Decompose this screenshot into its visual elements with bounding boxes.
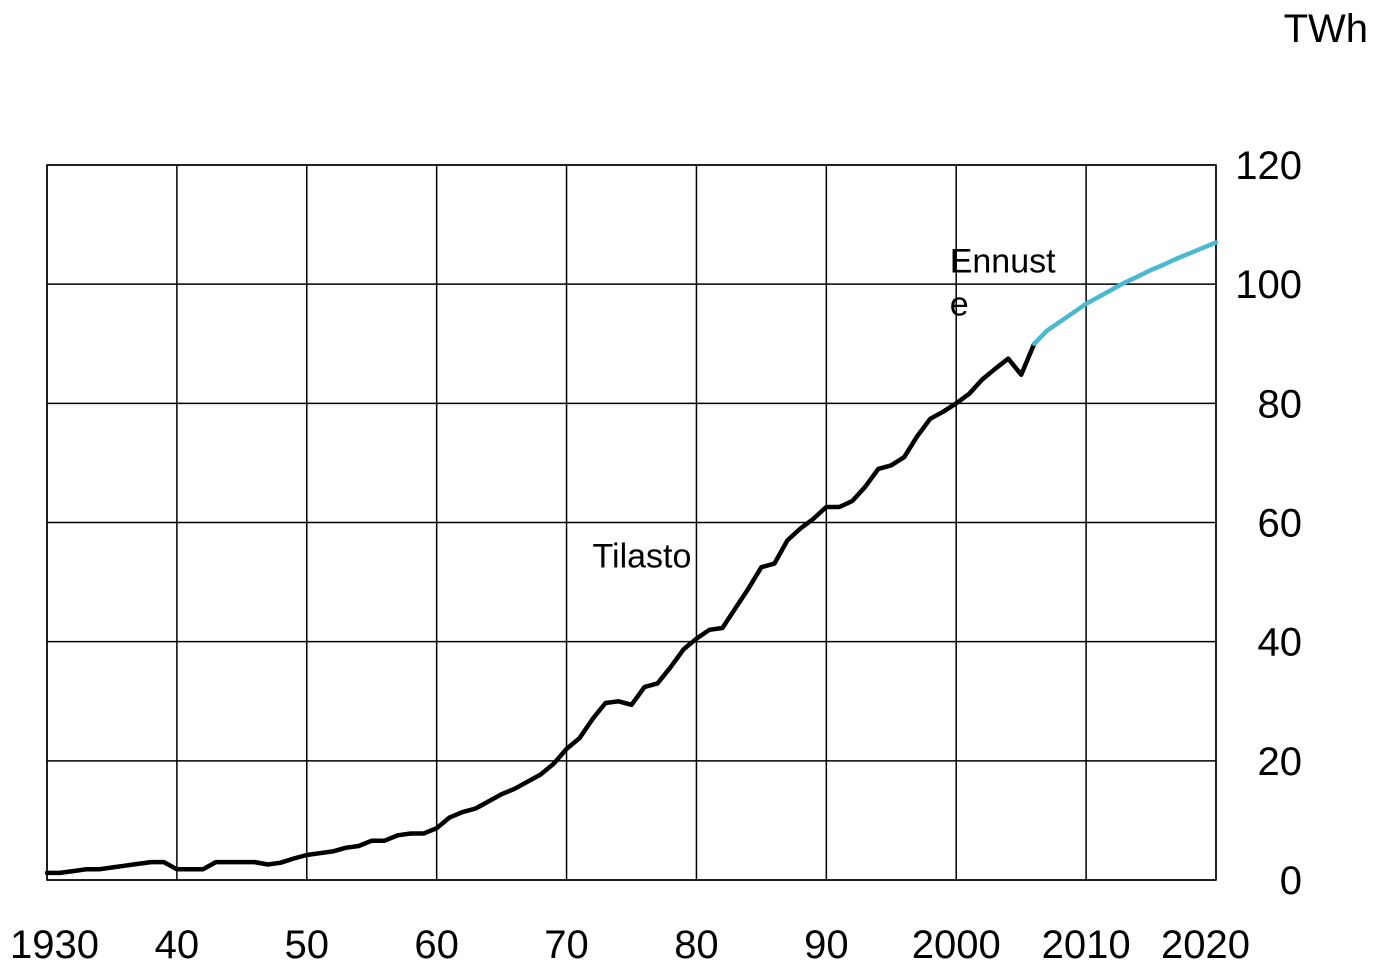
annotation-label: Ennust xyxy=(950,242,1056,280)
x-tick-label: 70 xyxy=(544,923,589,966)
grid-lines xyxy=(46,164,1217,881)
y-axis-unit-label: TWh xyxy=(1284,7,1368,51)
y-tick-label: 20 xyxy=(1258,740,1303,784)
y-tick-label: 0 xyxy=(1280,859,1302,903)
x-tick-label: 80 xyxy=(674,923,719,966)
x-tick-label: 2020 xyxy=(1161,923,1250,966)
annotation-label: Tilasto xyxy=(593,537,692,575)
y-tick-label: 120 xyxy=(1235,144,1302,188)
annotations: Ennust e Tilasto xyxy=(593,242,1057,575)
y-tick-label: 40 xyxy=(1258,621,1303,665)
y-tick-label: 60 xyxy=(1258,502,1303,546)
x-tick-label: 40 xyxy=(155,923,200,966)
x-tick-label: 60 xyxy=(414,923,459,966)
x-tick-label: 2010 xyxy=(1042,923,1131,966)
y-tick-label: 80 xyxy=(1258,382,1303,426)
x-tick-label: 90 xyxy=(804,923,849,966)
series-line-1 xyxy=(1031,240,1219,347)
annotation-label: e xyxy=(950,285,969,323)
series-lines xyxy=(44,240,1219,876)
series-line-0 xyxy=(44,341,1037,876)
x-tick-label: 2000 xyxy=(912,923,1001,966)
y-tick-label: 100 xyxy=(1235,263,1302,307)
y-axis-ticks: 0 20 40 60 80 100 120 xyxy=(1235,144,1302,903)
x-tick-label: 1930 xyxy=(10,923,99,966)
x-tick-label: 50 xyxy=(285,923,330,966)
x-axis-ticks: 1930 40 50 60 70 80 90 2000 2010 2020 xyxy=(10,923,1250,966)
